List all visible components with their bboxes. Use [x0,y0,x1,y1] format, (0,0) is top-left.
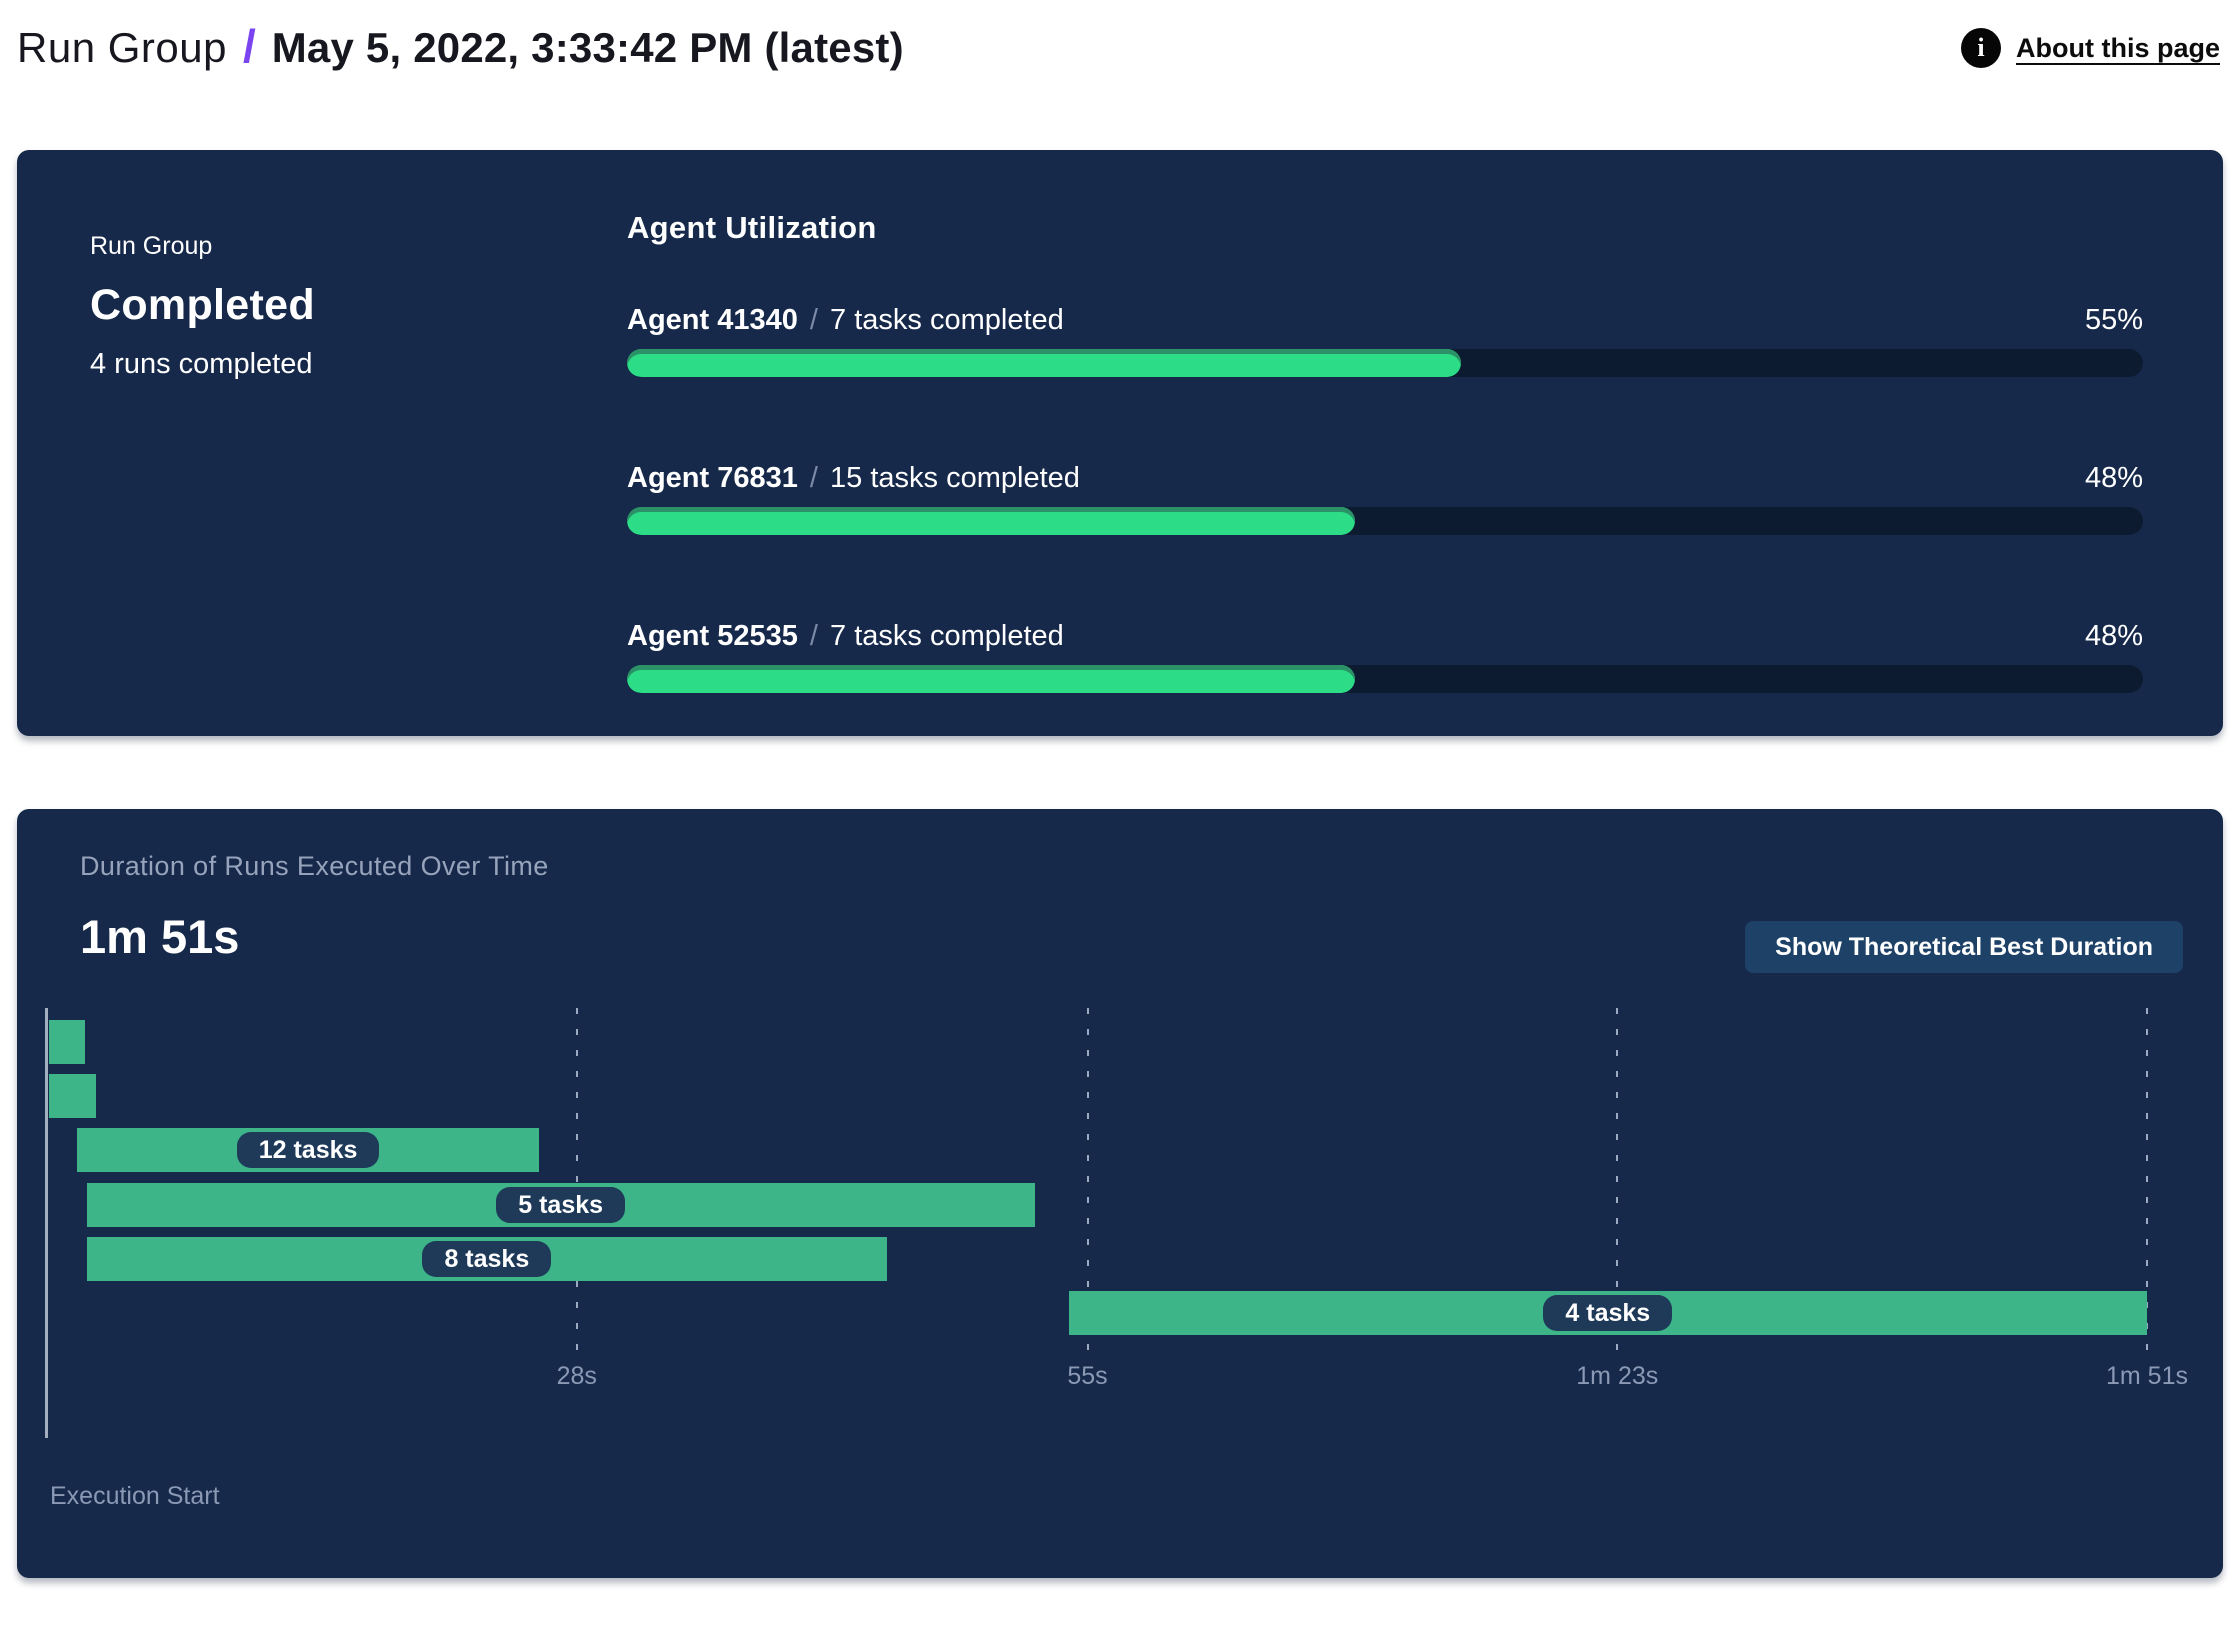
agent-utilization-section: Agent Utilization Agent 41340 / 7 tasks … [627,210,2143,778]
duration-panel: Duration of Runs Executed Over Time 1m 5… [17,809,2223,1578]
run-bar: 5 tasks [86,1183,1035,1227]
agent-utilization-row: Agent 41340 / 7 tasks completed 55% [627,304,2143,377]
agent-tasks-completed: 15 tasks completed [830,462,1080,494]
slash-separator: / [801,620,827,652]
agent-utilization-percent: 48% [2084,620,2143,652]
run-bar [48,1074,97,1118]
breadcrumb-run-group[interactable]: Run Group [17,24,227,71]
runs-completed-text: 4 runs completed [90,348,313,380]
breadcrumb-separator: / [242,20,256,72]
agent-utilization-track [627,349,2143,377]
agent-utilization-track [627,507,2143,535]
duration-chart-title: Duration of Runs Executed Over Time [80,851,549,881]
status-text: Completed [90,281,315,329]
task-count-pill: 4 tasks [1543,1295,1673,1331]
run-bar: 4 tasks [1068,1291,2147,1335]
run-bar [48,1020,85,1064]
info-icon: i [1961,28,2001,68]
run-group-summary-panel: Run Group Completed 4 runs completed Age… [17,150,2223,736]
agent-row-head: Agent 76831 / 15 tasks completed 48% [627,462,2143,495]
page-header: Run Group / May 5, 2022, 3:33:42 PM (lat… [17,0,2220,96]
agent-utilization-percent: 55% [2084,304,2143,336]
task-count-pill: 8 tasks [422,1241,552,1277]
agent-row-head: Agent 52535 / 7 tasks completed 48% [627,620,2143,653]
agent-utilization-fill [627,665,1355,693]
axis-tick-label: 55s [1067,1362,1108,1390]
summary-column: Run Group Completed 4 runs completed [90,232,315,381]
agent-row-label: Agent 41340 / 7 tasks completed [627,304,1064,337]
show-theoretical-best-duration-button[interactable]: Show Theoretical Best Duration [1745,921,2183,973]
agent-utilization-track [627,665,2143,693]
agent-row-label: Agent 76831 / 15 tasks completed [627,462,1080,495]
agent-utilization-title: Agent Utilization [627,210,877,245]
summary-label: Run Group [90,232,213,260]
total-duration-value: 1m 51s [80,910,240,963]
execution-start-label: Execution Start [50,1482,220,1510]
page-title: Run Group / May 5, 2022, 3:33:42 PM (lat… [17,20,904,75]
agent-row-label: Agent 52535 / 7 tasks completed [627,620,1064,653]
gridline [1616,1008,1619,1356]
execution-start-axis-line [45,1008,48,1438]
gridline [2146,1008,2148,1356]
gridline [575,1008,578,1356]
slash-separator: / [801,462,827,494]
agent-tasks-completed: 7 tasks completed [830,304,1064,336]
agent-rows: Agent 41340 / 7 tasks completed 55% Agent … [627,304,2143,693]
agent-tasks-completed: 7 tasks completed [830,620,1064,652]
slash-separator: / [801,304,827,336]
axis-tick-label: 28s [556,1362,597,1390]
agent-name: Agent 52535 [627,620,798,652]
gantt-chart: 28s 55s 1m 23s 1m 51s 12 tasks 5 tasks 8 tasks… [45,1008,2188,1448]
axis-tick-label: 1m 51s [2106,1362,2188,1390]
run-bar: 12 tasks [77,1128,539,1172]
agent-row-head: Agent 41340 / 7 tasks completed 55% [627,304,2143,337]
agent-utilization-fill [627,507,1355,535]
about-this-page[interactable]: i About this page [1961,28,2220,68]
task-count-pill: 5 tasks [496,1187,626,1223]
agent-name: Agent 41340 [627,304,798,336]
run-timestamp-title: May 5, 2022, 3:33:42 PM (latest) [271,24,904,71]
about-page-link[interactable]: About this page [2016,32,2220,63]
run-bar: 8 tasks [86,1237,887,1281]
gridline [1086,1008,1089,1356]
agent-utilization-percent: 48% [2084,462,2143,494]
agent-utilization-fill [627,349,1461,377]
agent-name: Agent 76831 [627,462,798,494]
agent-utilization-row: Agent 76831 / 15 tasks completed 48% [627,462,2143,535]
agent-utilization-row: Agent 52535 / 7 tasks completed 48% [627,620,2143,693]
task-count-pill: 12 tasks [236,1132,380,1168]
axis-tick-label: 1m 23s [1576,1362,1659,1390]
